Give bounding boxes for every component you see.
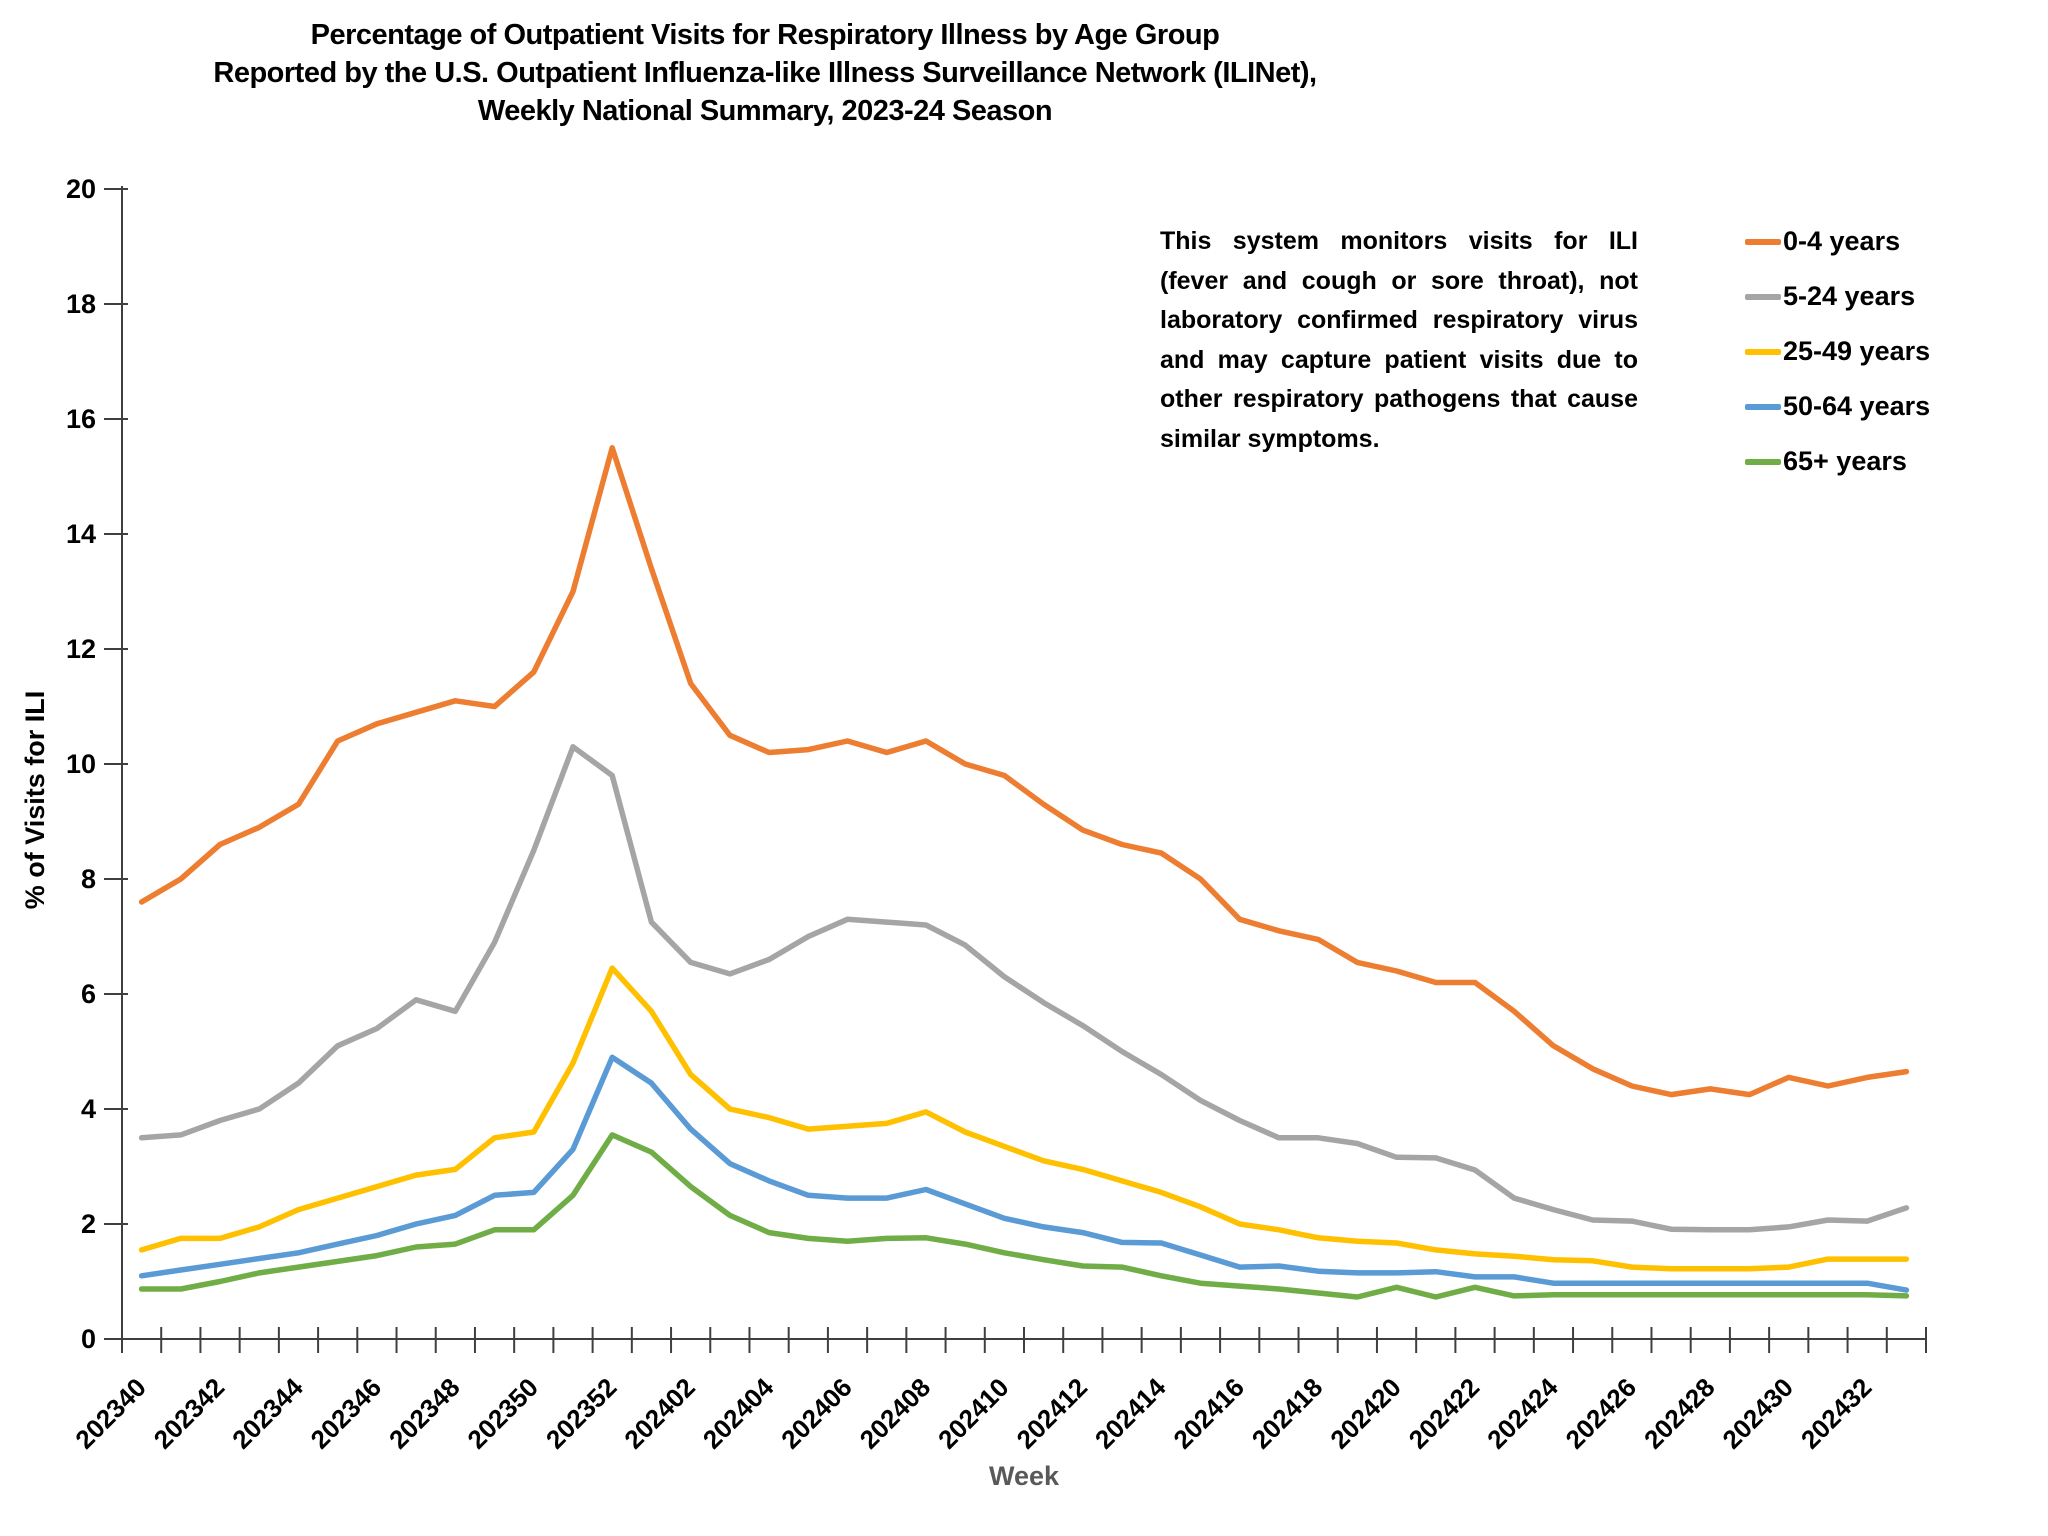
chart-title: Percentage of Outpatient Visits for Resp… <box>60 16 1470 130</box>
series-line-5-24-years <box>138 744 1910 1233</box>
y-tick-label: 18 <box>66 289 96 319</box>
legend-swatch-icon <box>1745 238 1781 245</box>
series-line-65-years <box>138 1132 1910 1300</box>
legend-item-label: 5-24 years <box>1783 281 1916 311</box>
x-tick-label: 202430 <box>1716 1372 1799 1455</box>
legend-swatch-icon <box>1745 348 1781 355</box>
y-tick-label: 20 <box>66 174 96 204</box>
y-tick-label: 10 <box>66 749 96 779</box>
x-tick-label: 202402 <box>618 1372 701 1455</box>
x-tick-label: 202418 <box>1246 1372 1329 1455</box>
series-line-0-4-years <box>138 445 1910 1098</box>
legend-swatch-icon <box>1745 293 1781 300</box>
x-tick-label: 202406 <box>775 1372 858 1455</box>
y-tick-label: 0 <box>81 1324 96 1354</box>
x-tick-label: 202344 <box>226 1372 309 1455</box>
x-axis-title: Week <box>989 1461 1060 1491</box>
x-tick-label: 202346 <box>305 1372 388 1455</box>
legend-item: 50-64 years <box>1745 379 1930 434</box>
x-tick-label: 202412 <box>1011 1372 1094 1455</box>
y-tick-label: 2 <box>81 1209 96 1239</box>
x-tick-label: 202420 <box>1324 1372 1407 1455</box>
y-tick-label: 8 <box>81 864 96 894</box>
legend-item-label: 25-49 years <box>1783 336 1931 366</box>
y-tick-label: 6 <box>81 979 96 1009</box>
annotation-text: This system monitors visits for ILI (fev… <box>1160 227 1638 453</box>
y-tick-label: 4 <box>81 1094 96 1124</box>
legend-swatch-icon <box>1745 403 1781 410</box>
series-line-25-49-years <box>138 965 1910 1272</box>
legend-item: 65+ years <box>1745 434 1930 489</box>
x-tick-label: 202426 <box>1560 1372 1643 1455</box>
y-tick-label: 14 <box>66 519 96 549</box>
x-tick-label: 202428 <box>1638 1372 1721 1455</box>
x-tick-label: 202414 <box>1089 1372 1172 1455</box>
x-tick-label: 202348 <box>383 1372 466 1455</box>
legend-swatch-icon <box>1745 458 1781 465</box>
legend-item: 25-49 years <box>1745 324 1930 379</box>
y-axis-title: % of Visits for ILI <box>20 691 50 910</box>
chart-title-line1: Percentage of Outpatient Visits for Resp… <box>310 19 1220 51</box>
y-tick-label: 16 <box>66 404 96 434</box>
legend-item-label: 50-64 years <box>1783 391 1931 421</box>
x-tick-label: 202408 <box>854 1372 937 1455</box>
x-tick-label: 202424 <box>1481 1372 1564 1455</box>
x-tick-label: 202342 <box>148 1372 231 1455</box>
legend: 0-4 years 5-24 years 25-49 years 50-64 year… <box>1745 214 1930 489</box>
x-tick-label: 202340 <box>69 1372 152 1455</box>
legend-item-label: 0-4 years <box>1783 226 1901 256</box>
legend-item: 5-24 years <box>1745 269 1930 324</box>
series-line-50-64-years <box>138 1054 1910 1293</box>
legend-item: 0-4 years <box>1745 214 1930 269</box>
chart-title-line2: Reported by the U.S. Outpatient Influenz… <box>213 57 1317 89</box>
x-tick-label: 202350 <box>461 1372 544 1455</box>
x-tick-label: 202404 <box>697 1372 780 1455</box>
x-tick-label: 202416 <box>1167 1372 1250 1455</box>
x-tick-label: 202410 <box>932 1372 1015 1455</box>
x-tick-label: 202422 <box>1403 1372 1486 1455</box>
x-tick-label: 202432 <box>1795 1372 1878 1455</box>
y-tick-label: 12 <box>66 634 96 664</box>
legend-item-label: 65+ years <box>1783 446 1907 476</box>
x-tick-label: 202352 <box>540 1372 623 1455</box>
chart-title-line3: Weekly National Summary, 2023-24 Season <box>477 95 1053 127</box>
